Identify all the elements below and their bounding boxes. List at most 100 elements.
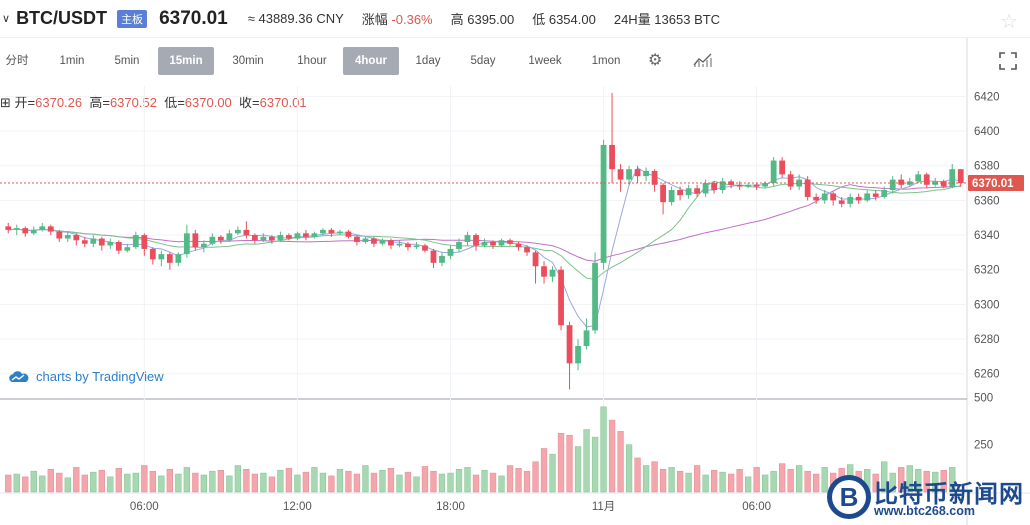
- volume-bar: [566, 434, 573, 493]
- candle-body: [294, 233, 301, 239]
- tab-1hour[interactable]: 1hour: [297, 55, 327, 67]
- tab-5min[interactable]: 5min: [114, 55, 140, 67]
- candle-body: [328, 229, 335, 234]
- candle-body: [668, 190, 675, 203]
- site-logo: B 比特币新闻网 www.btc268.com: [826, 472, 1030, 525]
- candle-body: [915, 174, 922, 182]
- volume-bar: [285, 468, 293, 493]
- price-tick-label: 6260: [974, 369, 1000, 381]
- candle-body: [940, 181, 947, 187]
- candle-body: [923, 174, 930, 185]
- volume-bar: [591, 436, 599, 493]
- candle-body: [677, 190, 683, 196]
- tab-15min[interactable]: 15min: [158, 47, 214, 75]
- volume-bar: [336, 469, 344, 493]
- volume-bar: [540, 448, 548, 493]
- price-tick-label: 6400: [974, 126, 1000, 138]
- open-value: 6370.26: [35, 95, 83, 110]
- candle-body: [753, 184, 760, 187]
- candle-body: [226, 233, 233, 241]
- volume-bar: [243, 469, 250, 493]
- candle-body: [770, 160, 777, 184]
- tab-1week[interactable]: 1week: [528, 55, 562, 67]
- volume-bar: [175, 473, 182, 493]
- fullscreen-icon[interactable]: [999, 52, 1017, 75]
- logo-url: www.btc268.com: [874, 504, 975, 518]
- candle-body: [388, 240, 394, 246]
- low-value: 6370.00: [184, 95, 232, 110]
- volume-bar: [693, 465, 701, 493]
- tab-1day[interactable]: 1day: [415, 55, 441, 67]
- ma-mid-line: [8, 180, 961, 280]
- last-price: 6370.01: [159, 7, 228, 29]
- candle-body: [830, 193, 837, 201]
- volume-bar: [319, 472, 327, 493]
- chevron-down-icon[interactable]: ∨: [2, 13, 11, 25]
- volume-bar: [379, 469, 386, 493]
- volume-bar: [430, 470, 437, 493]
- candle-body: [481, 242, 488, 246]
- candle-body: [81, 240, 88, 244]
- close-value: 6370.01: [259, 95, 307, 110]
- volume-bar: [651, 461, 658, 493]
- candle-body: [447, 248, 454, 256]
- settings-gear-icon[interactable]: ⚙: [648, 52, 663, 69]
- candle-body: [354, 236, 360, 242]
- legend-toggle-icon[interactable]: ⊞: [0, 95, 11, 110]
- candle-body: [13, 228, 20, 230]
- candle-body: [413, 245, 420, 248]
- candle-body: [549, 269, 556, 277]
- volume-bar: [727, 473, 735, 493]
- volume-bar: [73, 467, 80, 493]
- favorite-star-icon[interactable]: ☆: [1000, 11, 1018, 33]
- candle-body: [209, 236, 216, 244]
- candle-body: [39, 226, 46, 230]
- tradingview-watermark[interactable]: charts by TradingView: [8, 369, 164, 384]
- candle-body: [5, 226, 12, 230]
- tab-4hour[interactable]: 4hour: [343, 47, 399, 75]
- pair-name[interactable]: BTC/USDT: [16, 8, 108, 28]
- indicators-icon[interactable]: [693, 52, 713, 73]
- candle-body: [660, 184, 666, 203]
- bitcoin-logo-icon: B: [827, 475, 871, 519]
- candle-body: [609, 144, 615, 170]
- candle-body: [847, 196, 854, 204]
- candle-body: [303, 233, 309, 237]
- price-tick-label: 6300: [974, 299, 1000, 311]
- volume-bar: [685, 472, 692, 493]
- tab-分时[interactable]: 分时: [5, 55, 29, 67]
- high-value: 6370.52: [109, 95, 157, 110]
- candle-body: [719, 181, 726, 190]
- volume-bar: [796, 465, 803, 493]
- low-label: 低=: [164, 95, 185, 110]
- volume-bar: [464, 467, 471, 493]
- tab-1mon[interactable]: 1mon: [591, 55, 621, 67]
- volume-bar: [608, 419, 616, 493]
- candle-body: [64, 235, 71, 239]
- price-tick-label: 6380: [974, 161, 1000, 173]
- volume-bar: [744, 476, 752, 493]
- candle-body: [337, 231, 343, 234]
- volume-bar: [200, 474, 207, 493]
- candle-body: [643, 170, 649, 177]
- volume-bar: [421, 466, 429, 493]
- volume-bar: [370, 472, 378, 493]
- candle-body: [949, 169, 956, 187]
- volume-bar: [166, 469, 173, 493]
- candle-body: [855, 196, 862, 201]
- tab-5day[interactable]: 5day: [470, 55, 496, 67]
- tab-30min[interactable]: 30min: [232, 55, 264, 67]
- watermark-text: charts by TradingView: [36, 369, 164, 384]
- volume-bar: [56, 472, 63, 493]
- volume-bar: [226, 475, 233, 493]
- candle-body: [864, 193, 871, 201]
- close-label: 收=: [239, 95, 260, 110]
- volume-bar: [574, 446, 582, 493]
- high-label: 高=: [89, 95, 110, 110]
- ohlc-legend: ⊞ 开=6370.26 高=6370.52 低=6370.00 收=6370.0…: [0, 92, 307, 111]
- cny-price: ≈ 43889.36 CNY: [247, 11, 344, 26]
- candle-body: [371, 238, 377, 244]
- tab-1min[interactable]: 1min: [59, 55, 85, 67]
- volume-bar: [311, 467, 318, 493]
